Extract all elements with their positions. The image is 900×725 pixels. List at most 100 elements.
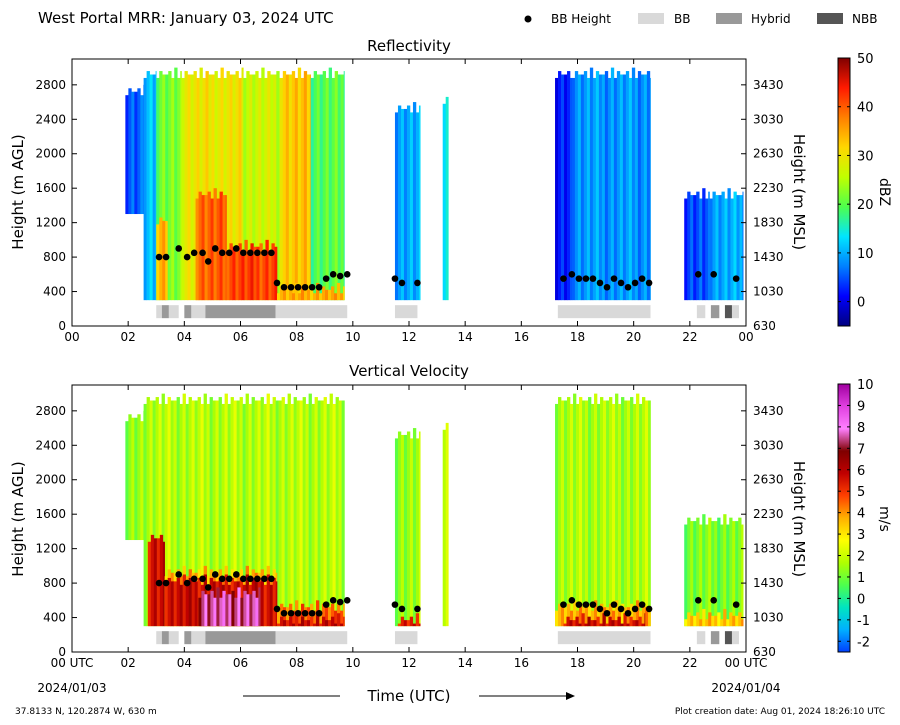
velocity-bb-height-point <box>638 601 646 608</box>
velocity-echo-segment-cell <box>606 400 610 627</box>
reflectivity-intense-segment-cell <box>286 289 290 301</box>
velocity-y-tick-label: 400 <box>43 611 66 625</box>
reflectivity-echo-segment-cell <box>264 77 268 301</box>
velocity-bb-height-point <box>610 601 618 608</box>
velocity-bb-height-point <box>645 605 653 613</box>
velocity-intense-segment-cell <box>406 620 411 627</box>
velocity-echo-segment-cell <box>567 397 571 627</box>
velocity-echo-segment-cell <box>415 438 420 627</box>
reflectivity-bb-height-point <box>624 283 632 291</box>
reflectivity-echo-segment-cell <box>134 91 138 215</box>
velocity-intense-segment-cell <box>590 620 594 627</box>
reflectivity-intense-segment-cell <box>165 220 168 301</box>
velocity-echo-segment-cell <box>314 397 318 627</box>
reflectivity-echo-segment <box>442 96 449 301</box>
reflectivity-echo-segment-cell <box>715 195 719 301</box>
reflectivity-bb-height-point <box>710 271 718 278</box>
reflectivity-echo-segment-cell <box>306 74 311 301</box>
velocity-intense-segment-cell <box>185 584 189 627</box>
reflectivity-intense-segment-cell <box>229 243 233 301</box>
velocity-echo-segment-cell <box>221 403 225 627</box>
reflectivity-echo-segment-cell <box>235 71 239 301</box>
reflectivity-echo-segment <box>243 67 281 301</box>
velocity-echo-segment-cell <box>323 397 327 627</box>
reflectivity-bb-height-point <box>391 275 399 282</box>
velocity-echo-segment-cell <box>741 524 744 627</box>
velocity-x-tick-label: 00 UTC <box>51 656 94 670</box>
velocity-x-tick-label: 14 <box>458 656 473 670</box>
velocity-echo-segment-cell <box>143 403 147 627</box>
velocity-echo-segment-cell <box>212 400 216 627</box>
reflectivity-intense-segment-cell <box>232 246 236 301</box>
reflectivity-bb-type-bb <box>696 305 706 319</box>
reflectivity-echo-segment-cell <box>561 74 565 301</box>
velocity-echo-segment-cell <box>403 434 408 627</box>
reflectivity-echo-segment-cell <box>246 71 250 301</box>
velocity-intense-segment-cell <box>418 623 421 627</box>
velocity-intense-segment-cell <box>231 590 235 627</box>
velocity-echo-segment <box>442 422 449 627</box>
reflectivity-echo-segment-cell <box>418 105 421 301</box>
reflectivity-intense-segment-cell <box>304 289 308 301</box>
velocity-echo-segment-cell <box>579 397 583 627</box>
velocity-x-tick-label: 10 <box>345 656 360 670</box>
velocity-plot-frame <box>71 384 747 653</box>
velocity-bb-height-point <box>232 571 240 578</box>
velocity-echo-segment-cell <box>564 400 568 627</box>
reflectivity-colorbar-tick-label: 40 <box>857 101 874 116</box>
velocity-y-tick-label-right: 1030 <box>753 611 784 625</box>
velocity-colorbar-tick-label: 10 <box>857 378 874 393</box>
reflectivity-echo-segment-cell <box>736 195 740 301</box>
velocity-intense-segment-cell <box>301 616 305 627</box>
velocity-intense-segment-cell <box>325 607 329 627</box>
reflectivity-intense-segment-cell <box>343 286 345 301</box>
velocity-intense-segment-cell <box>263 584 267 627</box>
velocity-echo-segment-cell <box>275 400 279 627</box>
reflectivity-echo-segment-cell <box>406 105 411 301</box>
reflectivity-echo-segment-cell <box>640 74 645 301</box>
velocity-echo-segment-cell <box>218 397 222 627</box>
velocity-intense-segment-cell <box>626 623 630 627</box>
velocity-intense-segment-cell <box>292 623 296 627</box>
reflectivity-echo-segment-cell <box>412 102 417 301</box>
velocity-echo-segment-cell <box>167 397 171 627</box>
velocity-intense-segment-cell <box>328 620 332 627</box>
velocity-echo-segment-cell <box>260 397 264 627</box>
velocity-intense-segment-cell <box>210 590 214 627</box>
velocity-x-tick-label: 18 <box>570 656 585 670</box>
reflectivity-echo-segment-cell <box>712 191 716 301</box>
velocity-intense-segment-cell <box>620 623 624 627</box>
reflectivity-echo-segment-cell <box>616 71 621 301</box>
velocity-echo-segment-cell <box>642 397 646 627</box>
velocity-bb-height-point <box>624 609 632 617</box>
velocity-colorbar-tick-label: 8 <box>857 421 865 436</box>
velocity-echo-segment-cell <box>293 397 297 627</box>
velocity-echo-segment-cell <box>173 400 177 627</box>
velocity-bb-height-point <box>603 609 611 617</box>
velocity-y-axis: 0 630 400 1030 800 1430 1200 1830 1600 2230 2000 26… <box>35 404 783 659</box>
reflectivity-echo-segment-cell <box>601 74 606 301</box>
reflectivity-intense-segment-cell <box>292 293 296 301</box>
reflectivity-plot-frame <box>71 58 747 327</box>
reflectivity-intense-segment-cell <box>325 289 329 301</box>
velocity-intense-segment-cell <box>191 581 195 627</box>
velocity-echo-segment-cell <box>227 403 231 627</box>
velocity-intense-segment-cell <box>696 612 700 627</box>
reflectivity-echo-segment-cell <box>291 71 296 301</box>
velocity-bb-height-point <box>589 601 597 608</box>
velocity-intense-segment-cell <box>295 613 299 627</box>
figure-title: West Portal MRR: January 03, 2024 UTC <box>38 9 334 27</box>
velocity-intense-segment-cell <box>194 581 198 627</box>
reflectivity-echo-segment-cell <box>205 71 209 301</box>
velocity-intense-segment-cell <box>316 613 320 627</box>
reflectivity-bb-height-point <box>294 283 302 291</box>
velocity-echo-segment-cell <box>732 521 736 627</box>
reflectivity-echo-segment-cell <box>340 74 345 301</box>
velocity-bb-type-bb <box>191 631 206 645</box>
velocity-bb-type-nbb <box>724 631 732 645</box>
velocity-bb-height-point <box>155 579 163 587</box>
velocity-echo-segment-cell <box>245 393 249 627</box>
reflectivity-echo-segment-cell <box>586 77 591 301</box>
reflectivity-bb-height-point <box>261 249 268 257</box>
velocity-intense-segment-cell <box>569 620 573 627</box>
